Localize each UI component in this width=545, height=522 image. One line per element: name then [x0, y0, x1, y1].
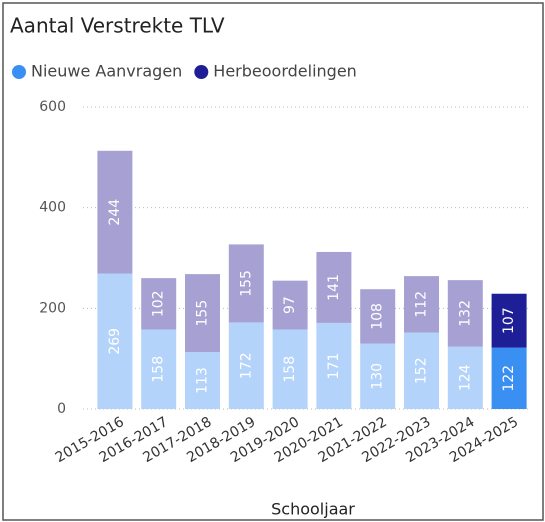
bar-segment [272, 280, 308, 330]
value-label: 158 [151, 356, 167, 383]
y-tick-label: 200 [39, 300, 66, 316]
legend-label: Nieuwe Aanvragen [31, 62, 182, 81]
value-label: 97 [282, 296, 298, 314]
value-label: 102 [151, 290, 167, 317]
y-tick-label: 600 [39, 99, 66, 115]
bar-segment [360, 289, 396, 344]
value-label: 124 [457, 364, 473, 391]
value-label: 113 [195, 367, 211, 394]
value-label: 130 [370, 363, 386, 390]
bar-segment [447, 346, 483, 409]
chart-title: Aantal Verstrekte TLV [10, 14, 225, 38]
value-label: 108 [370, 303, 386, 330]
bar-segment [404, 332, 439, 409]
y-tick-label: 0 [57, 401, 66, 417]
value-label: 112 [414, 291, 430, 318]
bar-segment [228, 322, 264, 409]
value-label: 132 [457, 300, 473, 327]
bar-segment [360, 343, 396, 409]
bar-segment [272, 329, 308, 409]
value-label: 141 [326, 274, 342, 301]
value-label: 244 [107, 199, 123, 226]
bar-segment [97, 273, 133, 409]
legend-swatch [12, 65, 26, 79]
bar-segment [491, 347, 527, 409]
value-label: 152 [414, 357, 430, 384]
legend-label: Herbeoordelingen [213, 62, 357, 81]
bar-segment [185, 274, 220, 353]
bar-segment [491, 293, 527, 348]
value-label: 172 [238, 352, 254, 379]
legend-swatch [194, 65, 209, 79]
bar-segment [228, 244, 264, 323]
value-label: 155 [238, 270, 254, 297]
value-label: 269 [107, 328, 123, 355]
bar-segment [447, 280, 483, 347]
value-label: 158 [282, 356, 298, 383]
bar-segment [185, 352, 220, 409]
y-tick-label: 400 [39, 200, 66, 216]
x-axis-title: Schooljaar [271, 500, 355, 519]
bar-segment [97, 150, 133, 274]
value-label: 122 [501, 365, 517, 392]
value-label: 107 [501, 307, 517, 334]
value-label: 171 [326, 353, 342, 380]
bar-segment [141, 278, 177, 330]
bar-segment [316, 322, 352, 409]
bar-segment [316, 251, 352, 323]
bar-segment [141, 329, 177, 409]
value-label: 155 [195, 300, 211, 327]
bar-segment [404, 276, 439, 333]
